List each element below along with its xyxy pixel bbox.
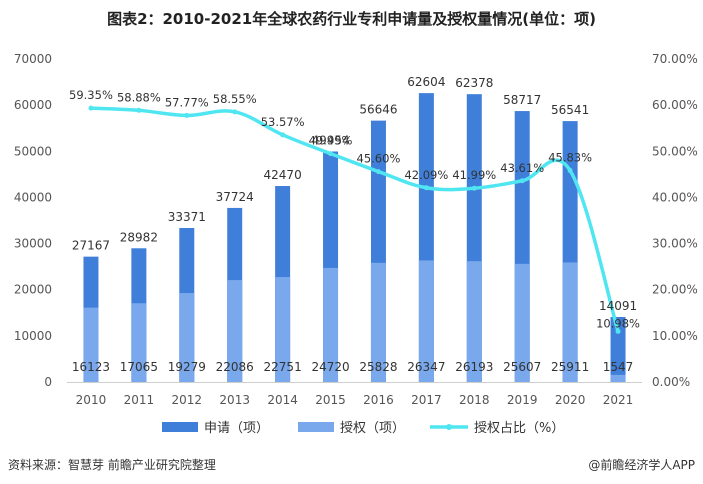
ratio-point bbox=[615, 328, 621, 334]
ratio-point bbox=[423, 185, 429, 191]
application-bar bbox=[610, 316, 626, 382]
source-note: 资料来源：智慧芽 前瞻产业研究院整理 bbox=[8, 458, 216, 472]
y-left-tick-label: 0 bbox=[44, 375, 52, 389]
application-value-label: 62604 bbox=[407, 75, 445, 89]
ratio-point bbox=[136, 107, 142, 113]
application-value-label: 56541 bbox=[551, 103, 589, 117]
x-tick-label: 2015 bbox=[315, 393, 346, 407]
ratio-value-label: 53.57% bbox=[261, 115, 305, 129]
application-value-label: 49954 bbox=[311, 133, 349, 147]
x-tick-label: 2020 bbox=[555, 393, 586, 407]
y-right-tick-label: 10.00% bbox=[652, 329, 698, 343]
ratio-point bbox=[471, 185, 477, 191]
ratio-value-label: 43.61% bbox=[500, 161, 544, 175]
grant-value-label: 22086 bbox=[216, 360, 254, 374]
y-right-tick-label: 70.00% bbox=[652, 52, 698, 66]
application-value-label: 62378 bbox=[455, 76, 493, 90]
y-right-tick-label: 30.00% bbox=[652, 237, 698, 251]
ratio-point bbox=[519, 178, 525, 184]
grant-value-label: 1547 bbox=[603, 360, 634, 374]
x-tick-label: 2021 bbox=[603, 393, 634, 407]
x-tick-label: 2016 bbox=[363, 393, 394, 407]
ratio-point bbox=[232, 109, 238, 115]
y-right-tick-label: 0.00% bbox=[652, 375, 690, 389]
ratio-value-label: 45.60% bbox=[357, 152, 401, 166]
grant-bar bbox=[131, 303, 147, 382]
grant-value-label: 25828 bbox=[359, 360, 397, 374]
ratio-value-label: 45.83% bbox=[548, 151, 592, 165]
legend-marker-ratio bbox=[446, 424, 452, 430]
x-tick-label: 2013 bbox=[219, 393, 250, 407]
ratio-value-label: 58.55% bbox=[213, 92, 257, 106]
legend-label-applications: 申请（项） bbox=[204, 421, 269, 436]
application-value-label: 37724 bbox=[216, 190, 254, 204]
application-value-label: 28982 bbox=[120, 230, 158, 244]
ratio-point bbox=[328, 151, 334, 157]
grant-bar bbox=[227, 280, 243, 382]
y-left-tick-label: 40000 bbox=[14, 190, 52, 204]
ratio-point bbox=[280, 132, 286, 138]
legend-swatch-grants bbox=[298, 422, 334, 432]
grant-bar bbox=[610, 374, 626, 382]
chart-title: 图表2：2010-2021年全球农药行业专利申请量及授权量情况(单位：项) bbox=[107, 10, 596, 28]
x-tick-label: 2011 bbox=[124, 393, 155, 407]
y-right-tick-label: 50.00% bbox=[652, 144, 698, 158]
y-left-tick-label: 10000 bbox=[14, 329, 52, 343]
ratio-value-label: 10.98% bbox=[596, 316, 640, 330]
ratio-value-label: 59.35% bbox=[69, 88, 113, 102]
grant-value-label: 16123 bbox=[72, 360, 110, 374]
x-tick-label: 2014 bbox=[267, 393, 298, 407]
y-left-tick-label: 30000 bbox=[14, 237, 52, 251]
ratio-value-label: 58.88% bbox=[117, 90, 161, 104]
brand-label: @前瞻经济学人APP bbox=[588, 458, 695, 472]
application-value-label: 42470 bbox=[264, 168, 302, 182]
application-value-label: 27167 bbox=[72, 239, 110, 253]
application-value-label: 56646 bbox=[359, 103, 397, 117]
grant-value-label: 25607 bbox=[503, 360, 541, 374]
y-right-tick-label: 20.00% bbox=[652, 283, 698, 297]
ratio-value-label: 42.09% bbox=[404, 168, 448, 182]
y-right-tick-label: 40.00% bbox=[652, 190, 698, 204]
ratio-value-label: 41.99% bbox=[452, 168, 496, 182]
ratio-point bbox=[375, 169, 381, 175]
y-left-tick-label: 70000 bbox=[14, 52, 52, 66]
y-left-tick-label: 60000 bbox=[14, 98, 52, 112]
grant-value-label: 22751 bbox=[264, 360, 302, 374]
grant-bar bbox=[466, 261, 482, 382]
x-tick-label: 2017 bbox=[411, 393, 442, 407]
legend-swatch-applications bbox=[162, 422, 198, 432]
ratio-point bbox=[88, 105, 94, 111]
grant-bar bbox=[418, 260, 434, 382]
legend-label-grants: 授权（项） bbox=[340, 420, 405, 436]
grant-bar bbox=[323, 267, 339, 382]
application-value-label: 33371 bbox=[168, 210, 206, 224]
legend-label-ratio: 授权占比（%） bbox=[474, 420, 564, 436]
ratio-point bbox=[184, 112, 190, 118]
grant-value-label: 26347 bbox=[407, 360, 445, 374]
ratio-value-label: 57.77% bbox=[165, 95, 209, 109]
grant-value-label: 25911 bbox=[551, 360, 589, 374]
x-tick-label: 2010 bbox=[76, 393, 107, 407]
x-tick-label: 2019 bbox=[507, 393, 538, 407]
application-value-label: 58717 bbox=[503, 93, 541, 107]
y-left-tick-label: 20000 bbox=[14, 283, 52, 297]
grant-value-label: 24720 bbox=[311, 360, 349, 374]
grant-bar bbox=[514, 263, 530, 382]
grant-bar bbox=[179, 293, 195, 382]
grant-bar bbox=[83, 307, 99, 382]
grant-bar bbox=[275, 277, 291, 382]
y-right-tick-label: 60.00% bbox=[652, 98, 698, 112]
application-value-label: 14091 bbox=[599, 299, 637, 313]
y-left-tick-label: 50000 bbox=[14, 144, 52, 158]
x-tick-label: 2012 bbox=[172, 393, 203, 407]
x-tick-label: 2018 bbox=[459, 393, 490, 407]
ratio-value-label: 49.49% bbox=[309, 134, 353, 148]
grant-bar bbox=[562, 262, 578, 382]
grant-value-label: 26193 bbox=[455, 360, 493, 374]
ratio-point bbox=[567, 168, 573, 174]
grant-bar bbox=[370, 262, 386, 382]
grant-value-label: 19279 bbox=[168, 360, 206, 374]
grant-value-label: 17065 bbox=[120, 360, 158, 374]
